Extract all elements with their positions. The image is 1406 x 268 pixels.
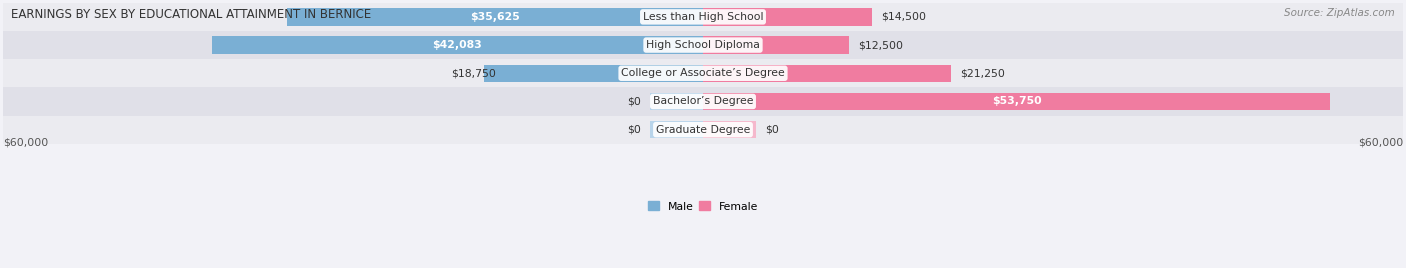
Bar xyxy=(651,93,703,110)
Bar xyxy=(3,59,1403,87)
Text: Less than High School: Less than High School xyxy=(643,12,763,22)
Text: $0: $0 xyxy=(627,125,641,135)
Bar xyxy=(3,116,1403,144)
Bar xyxy=(287,8,703,26)
Bar xyxy=(703,36,849,54)
Bar xyxy=(212,36,703,54)
Text: Graduate Degree: Graduate Degree xyxy=(655,125,751,135)
Text: $0: $0 xyxy=(627,96,641,106)
Text: High School Diploma: High School Diploma xyxy=(647,40,759,50)
Text: Bachelor’s Degree: Bachelor’s Degree xyxy=(652,96,754,106)
Text: $21,250: $21,250 xyxy=(960,68,1005,78)
Text: $14,500: $14,500 xyxy=(882,12,927,22)
Bar xyxy=(3,3,1403,31)
Text: $12,500: $12,500 xyxy=(858,40,903,50)
Legend: Male, Female: Male, Female xyxy=(644,197,762,216)
Bar xyxy=(703,8,872,26)
Text: $60,000: $60,000 xyxy=(1358,138,1403,148)
Text: $42,083: $42,083 xyxy=(433,40,482,50)
Bar xyxy=(703,93,1330,110)
Bar xyxy=(703,121,755,138)
Bar xyxy=(484,65,703,82)
Text: College or Associate’s Degree: College or Associate’s Degree xyxy=(621,68,785,78)
Text: $35,625: $35,625 xyxy=(470,12,520,22)
Text: $53,750: $53,750 xyxy=(991,96,1042,106)
Bar xyxy=(651,121,703,138)
Bar xyxy=(3,31,1403,59)
Text: $60,000: $60,000 xyxy=(3,138,48,148)
Bar xyxy=(703,65,950,82)
Text: $0: $0 xyxy=(765,125,779,135)
Bar xyxy=(3,87,1403,116)
Text: Source: ZipAtlas.com: Source: ZipAtlas.com xyxy=(1284,8,1395,18)
Text: $18,750: $18,750 xyxy=(451,68,496,78)
Text: EARNINGS BY SEX BY EDUCATIONAL ATTAINMENT IN BERNICE: EARNINGS BY SEX BY EDUCATIONAL ATTAINMEN… xyxy=(11,8,371,21)
